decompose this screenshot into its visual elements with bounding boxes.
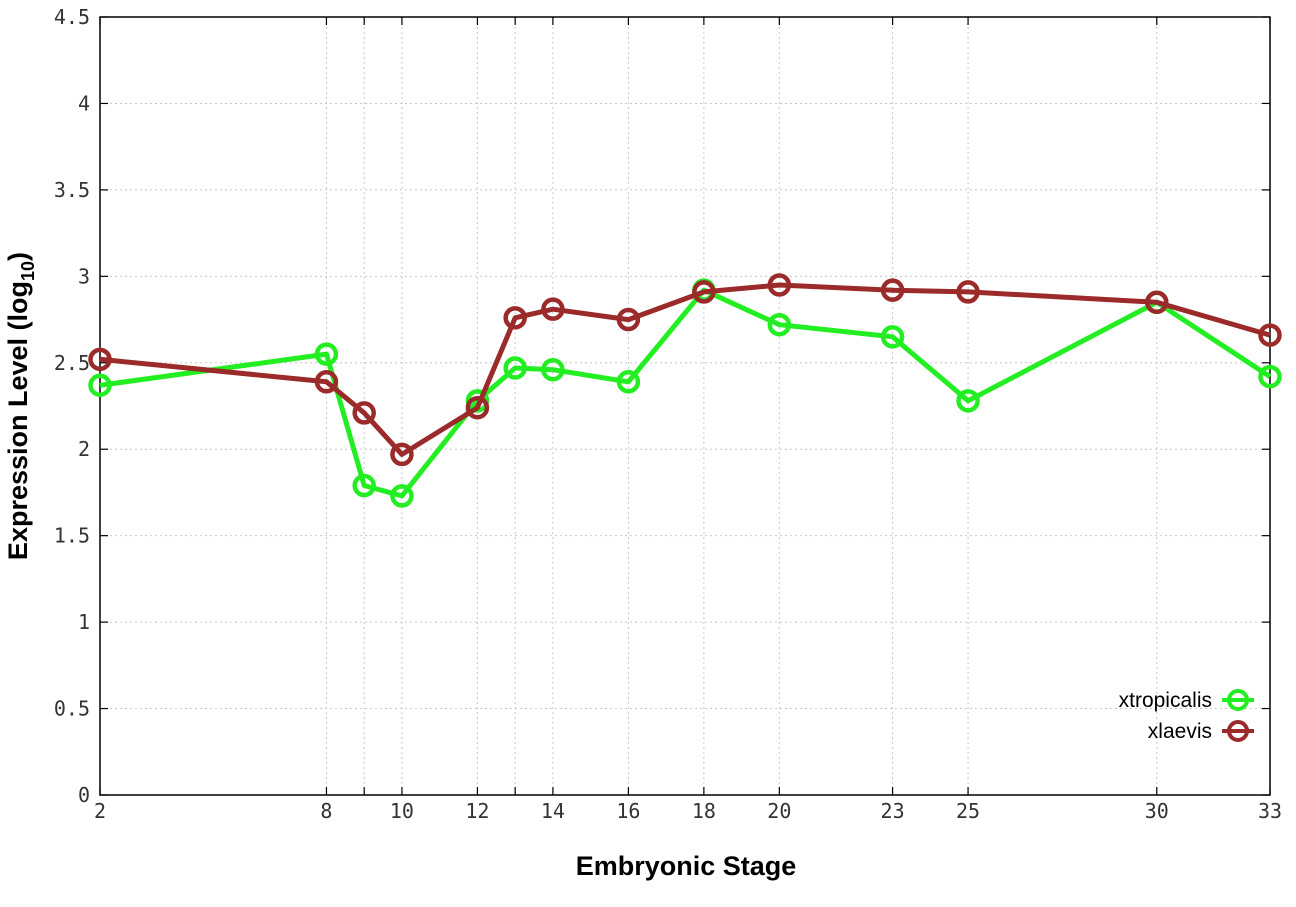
x-tick-label: 20 bbox=[767, 799, 791, 823]
data-point-xlaevis bbox=[1145, 290, 1169, 315]
x-tick-label: 33 bbox=[1258, 799, 1282, 823]
data-point-xtropicalis bbox=[1258, 364, 1282, 389]
x-tick-label: 12 bbox=[465, 799, 489, 823]
y-tick-label: 4 bbox=[78, 91, 90, 115]
legend: xtropicalis xlaevis bbox=[1119, 689, 1254, 743]
data-point-xlaevis bbox=[465, 395, 490, 420]
x-axis-title: Embryonic Stage bbox=[576, 851, 797, 881]
data-point-xlaevis bbox=[352, 401, 376, 425]
data-point-xtropicalis bbox=[541, 357, 565, 382]
axis-ticks: 0 0.5 1 1.5 2 2.5 3 3.5 4 4.5 2 8 10 12 14 16 18 20 23 25 30… bbox=[54, 5, 1282, 823]
data-point-xlaevis bbox=[1258, 323, 1282, 347]
x-tick-label: 2 bbox=[94, 799, 106, 823]
data-point-xtropicalis bbox=[503, 356, 527, 380]
x-tick-label: 30 bbox=[1145, 799, 1169, 823]
y-tick-label: 1 bbox=[78, 610, 90, 634]
legend-marker-xtropicalis bbox=[1227, 689, 1249, 711]
data-point-xlaevis bbox=[880, 278, 905, 302]
y-tick-label: 4.5 bbox=[54, 5, 90, 29]
data-point-xtropicalis bbox=[88, 373, 112, 398]
x-tick-label: 25 bbox=[956, 799, 980, 823]
x-tick-label: 14 bbox=[541, 799, 565, 823]
y-tick-label: 2.5 bbox=[54, 351, 90, 375]
data-point-xtropicalis bbox=[767, 312, 792, 337]
data-point-xlaevis bbox=[541, 297, 565, 321]
y-tick-label: 3.5 bbox=[54, 178, 90, 202]
data-point-xtropicalis bbox=[352, 473, 376, 498]
data-point-xlaevis bbox=[616, 307, 641, 332]
x-tick-label: 10 bbox=[390, 799, 414, 823]
y-axis-title-main: Expression Level (log bbox=[3, 281, 33, 560]
y-axis-title-subscript: 10 bbox=[18, 261, 38, 281]
data-point-xtropicalis bbox=[314, 342, 339, 366]
series-line-xtropicalis bbox=[99, 287, 1272, 499]
data-point-xlaevis bbox=[314, 370, 339, 394]
data-point-xlaevis bbox=[767, 273, 792, 297]
data-point-xlaevis bbox=[503, 306, 527, 330]
x-tick-label: 18 bbox=[692, 799, 716, 823]
legend-label-xtropicalis: xtropicalis bbox=[1119, 689, 1212, 712]
x-tick-label: 8 bbox=[320, 799, 332, 823]
plot-frame bbox=[99, 16, 1271, 796]
y-axis-title-close: ) bbox=[3, 252, 33, 261]
y-tick-label: 0 bbox=[78, 783, 90, 807]
data-point-xtropicalis bbox=[616, 370, 641, 394]
y-tick-label: 1.5 bbox=[54, 524, 90, 548]
data-point-xlaevis bbox=[88, 347, 112, 372]
data-point-xlaevis bbox=[692, 280, 716, 304]
x-tick-label: 16 bbox=[616, 799, 640, 823]
series-lines bbox=[88, 273, 1282, 508]
y-tick-label: 0.5 bbox=[54, 697, 90, 721]
data-point-xtropicalis bbox=[390, 484, 414, 508]
data-point-xlaevis bbox=[390, 442, 414, 467]
y-axis-title: Expression Level (log10) bbox=[3, 252, 38, 560]
x-tick-label: 23 bbox=[881, 799, 905, 823]
legend-label-xlaevis: xlaevis bbox=[1148, 720, 1212, 743]
legend-marker-xlaevis bbox=[1227, 720, 1249, 742]
data-point-xtropicalis bbox=[880, 325, 905, 349]
y-tick-label: 2 bbox=[78, 437, 90, 461]
data-point-xlaevis bbox=[956, 280, 980, 304]
data-point-xtropicalis bbox=[956, 389, 980, 413]
grid bbox=[100, 17, 1270, 795]
y-tick-label: 3 bbox=[78, 264, 90, 288]
